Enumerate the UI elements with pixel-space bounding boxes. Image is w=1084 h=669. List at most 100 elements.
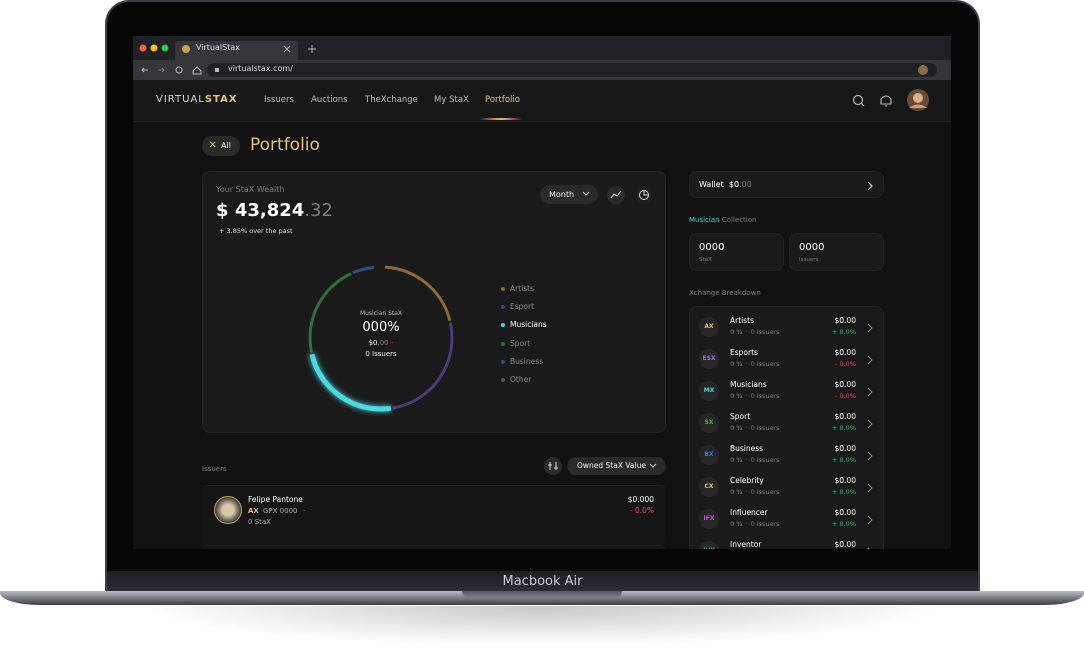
breakdown-sub: 0 %0 Issuers (730, 392, 780, 400)
breakdown-row[interactable]: CX Celebrity 0 %0 Issuers $0.00 + 0.0% (690, 473, 883, 503)
breakdown-sub: 0 %0 Issuers (730, 424, 780, 432)
breakdown-sub: 0 %0 Issuers (730, 360, 780, 368)
breakdown-issuers: 0 Issuers (742, 360, 779, 368)
breakdown-percent: 0 % (730, 392, 743, 400)
breakdown-change: + 0.0% (831, 488, 856, 496)
logo: VIRTUALSTAX (156, 94, 238, 105)
sort-dropdown[interactable]: Owned StaX Value (567, 457, 666, 475)
wallet-cents: .00 (739, 180, 752, 189)
breakdown-percent: 0 % (730, 424, 743, 432)
breakdown-row[interactable]: SX Sport 0 %0 Issuers $0.00 + 0.0% (690, 409, 883, 439)
wealth-label: Your StaX Wealth (216, 185, 285, 194)
issuer-row[interactable]: Felipe Pantone AX GPX 0000- 0 StaX $0.000 - 0… (202, 485, 666, 546)
nav-link[interactable]: TheXchange (365, 95, 418, 105)
issuer-stax: 0 StaX (248, 518, 271, 526)
breakdown-name: Sport (730, 412, 751, 421)
tab-bar: VirtualStax (133, 36, 951, 60)
breakdown-name: Musicians (730, 380, 767, 389)
breakdown-name: Celebrity (730, 476, 764, 485)
donut (307, 264, 455, 412)
period-dropdown[interactable]: Month (540, 185, 598, 204)
active-underline (479, 118, 523, 120)
screen: VirtualStax virtualstax.com/ VIRTUALSTAX… (133, 36, 951, 549)
issuer-code: GPX 0000 (263, 507, 298, 515)
wealth-value: 43,824 (234, 200, 305, 221)
filter-icon[interactable] (543, 456, 563, 476)
breakdown-issuers: 0 Issuers (742, 488, 779, 496)
nav-link[interactable]: Issuers (264, 95, 294, 105)
filter-label: All (221, 141, 231, 150)
donut-value-cents: .00 (377, 339, 389, 347)
filter-pill[interactable]: ⨉ All (202, 136, 240, 156)
legend-dot (501, 359, 505, 364)
breakdown-name: Business (730, 444, 764, 453)
wealth-change: + 3.85% over the past (219, 227, 293, 235)
nav-link[interactable]: Auctions (311, 95, 348, 105)
legend-label: Artists (510, 284, 534, 293)
breakdown-row[interactable]: ESX Esports 0 %0 Issuers $0.00 - 0.0% (690, 345, 883, 375)
breakdown-row[interactable]: IVX Inventor $0.00 (690, 537, 883, 549)
tab-decor (139, 41, 316, 60)
breakdown-row[interactable]: IFX Influencer 0 %0 Issuers $0.00 + 0.0% (690, 505, 883, 535)
breakdown-sub: 0 %0 Issuers (730, 456, 780, 464)
chevron (867, 419, 873, 429)
breakdown-sub: 0 %0 Issuers (730, 328, 780, 336)
breakdown-value: $0.00 (834, 316, 856, 325)
breakdown-badge: BX (699, 445, 719, 465)
nav-link[interactable]: Portfolio (485, 95, 520, 105)
legend-dot (501, 378, 505, 382)
address-decor (141, 63, 937, 77)
laptop-base (0, 591, 1084, 605)
collection-title: Musician Collection (689, 216, 756, 224)
donut-value: $0.00 - (303, 339, 459, 347)
url: virtualstax.com/ (228, 64, 293, 73)
collection-card: 0000 Issuers (789, 233, 884, 271)
view-toggles[interactable] (605, 184, 657, 206)
chevron (867, 547, 870, 549)
breakdown-badge: CX (699, 477, 719, 497)
breakdown-issuers: 0 Issuers (742, 424, 779, 432)
legend-label: Other (510, 375, 532, 384)
issuers-label: Issuers (202, 465, 227, 473)
breakdown-change: + 0.0% (831, 520, 856, 528)
breakdown-value: $0.00 (834, 348, 856, 357)
wallet-label: Wallet (699, 180, 724, 189)
chevron (867, 483, 873, 493)
legend-dot (501, 305, 505, 310)
laptop-chin: Macbook Air (107, 571, 978, 592)
logo-light: VIRTUAL (156, 94, 205, 105)
issuer-badge: AX (248, 507, 259, 515)
collection-word: Collection (721, 216, 757, 224)
legend-label: Musicians (510, 320, 547, 330)
breakdown-value: $0.00 (834, 508, 856, 517)
legend-dot (501, 287, 505, 291)
breakdown-row[interactable]: MX Musicians 0 %0 Issuers $0.00 - 0.0% (690, 377, 883, 407)
period-label: Month (549, 190, 575, 199)
shadow (140, 606, 944, 646)
issuer-name: Felipe Pantone (248, 495, 303, 504)
breakdown-sub: 0 %0 Issuers (730, 488, 780, 496)
breakdown-name: Artists (730, 316, 754, 325)
breakdown-value: $0.00 (834, 380, 856, 389)
breakdown-percent: 0 % (730, 328, 743, 336)
legend-label: Esport (510, 302, 535, 312)
collection-card: 0000 StaX (689, 233, 784, 271)
breakdown-row[interactable]: BX Business 0 %0 Issuers $0.00 + 0.0% (690, 441, 883, 471)
wallet-card[interactable]: Wallet $0.00 (689, 171, 884, 198)
wealth-amount: $ 43,824.32 (216, 200, 333, 221)
collection-value: 0000 (699, 242, 725, 253)
breakdown-row[interactable]: AX Artists 0 %0 Issuers $0.00 + 0.0% (690, 313, 883, 343)
breakdown-title: Xchange Breakdown (689, 289, 761, 297)
nav-link[interactable]: My StaX (434, 95, 469, 105)
breakdown-change: - 0.0% (835, 392, 856, 400)
collection-accent: Musician (689, 216, 720, 224)
breakdown-percent: 0 % (730, 456, 743, 464)
issuer-row[interactable]: Nychos$0.000 (202, 545, 666, 549)
breakdown-issuers: 0 Issuers (742, 392, 779, 400)
issuer-value: $0.000 (627, 495, 654, 504)
breakdown-badge: AX (699, 317, 719, 337)
breakdown-badge: IVX (699, 541, 719, 549)
donut-value-change: - (390, 339, 394, 347)
breakdown-name: Esports (730, 348, 758, 357)
